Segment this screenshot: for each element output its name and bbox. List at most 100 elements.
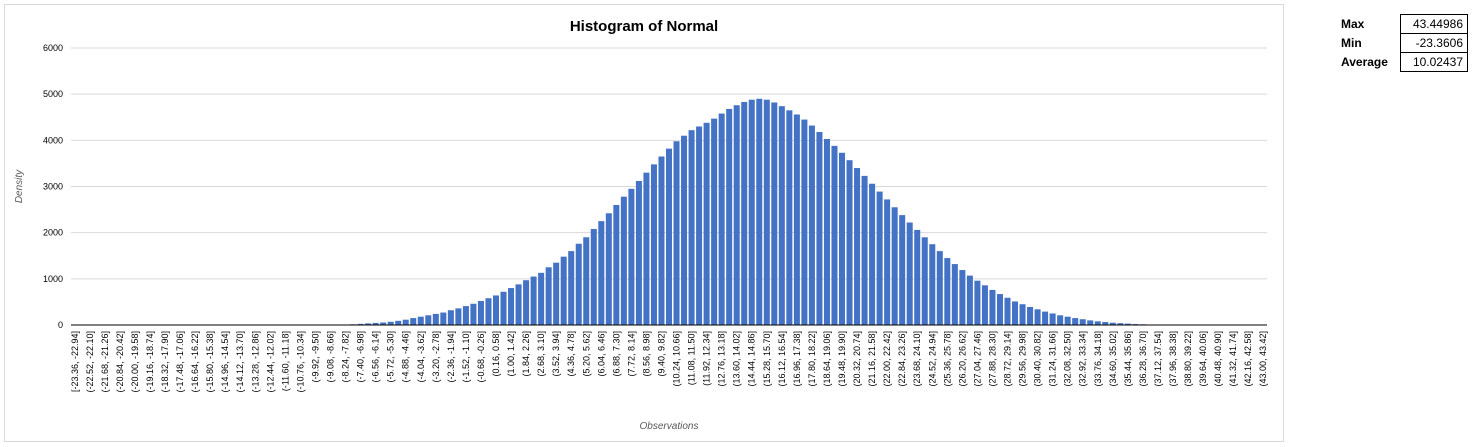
stats-table: Max 43.44986 Min -23.3606 Average 10.024… bbox=[1337, 14, 1468, 72]
x-tick-label: (43.00, 43.42] bbox=[1258, 331, 1268, 387]
x-tick-label: (-12.44, -12.02] bbox=[265, 331, 275, 393]
histogram-bar bbox=[628, 188, 635, 325]
y-tick-label: 2000 bbox=[43, 228, 63, 238]
x-tick-label: (-18.32, -17.90] bbox=[160, 331, 170, 393]
x-tick-label: (14.44, 14.86] bbox=[747, 331, 757, 387]
x-tick-label: (23.68, 24.10] bbox=[912, 331, 922, 387]
histogram-bar bbox=[823, 138, 830, 325]
histogram-bar bbox=[1034, 309, 1041, 325]
histogram-bar bbox=[380, 322, 387, 325]
x-tick-label: (19.48, 19.90] bbox=[837, 331, 847, 387]
histogram-bar bbox=[1049, 313, 1056, 325]
x-tick-label: (28.72, 29.14] bbox=[1002, 331, 1012, 387]
histogram-bar bbox=[650, 164, 657, 325]
histogram-bar bbox=[1027, 306, 1034, 325]
histogram-bar bbox=[1072, 318, 1079, 325]
y-tick-label: 6000 bbox=[43, 43, 63, 53]
histogram-bar bbox=[1004, 297, 1011, 325]
histogram-bar bbox=[929, 244, 936, 325]
histogram-bar bbox=[846, 160, 853, 325]
histogram-bar bbox=[921, 237, 928, 325]
histogram-bar bbox=[884, 199, 891, 325]
histogram-bar bbox=[590, 228, 597, 325]
x-tick-label: (42.16, 42.58] bbox=[1243, 331, 1253, 387]
x-tick-label: (-6.56, -6.14] bbox=[371, 331, 381, 383]
x-tick-label: (33.76, 34.18] bbox=[1093, 331, 1103, 387]
histogram-bar bbox=[681, 135, 688, 325]
x-tick-label: (-4.04, -3.62] bbox=[416, 331, 426, 383]
histogram-bar bbox=[485, 298, 492, 325]
x-tick-label: (-20.00, -19.58] bbox=[130, 331, 140, 393]
histogram-bar bbox=[500, 291, 507, 325]
x-tick-label: (-5.72, -5.30] bbox=[386, 331, 396, 383]
histogram-bar bbox=[711, 118, 718, 325]
histogram-bar bbox=[778, 106, 785, 325]
x-tick-label: (-20.84, -20.42] bbox=[115, 331, 125, 393]
histogram-bar bbox=[523, 280, 530, 325]
x-tick-label: (-17.48, -17.06] bbox=[175, 331, 185, 393]
x-tick-label: (9.40, 9.82] bbox=[656, 331, 666, 377]
histogram-bar bbox=[831, 145, 838, 325]
histogram-bar bbox=[741, 102, 748, 325]
stat-value[interactable]: -23.3606 bbox=[1400, 33, 1468, 53]
x-tick-label: (25.36, 25.78] bbox=[942, 331, 952, 387]
histogram-bar bbox=[838, 152, 846, 325]
stats-row-min: Min -23.3606 bbox=[1337, 33, 1468, 53]
x-axis-tick-labels: [-23.36, -22.94] (-22.52, -22.10] (-21.68,… bbox=[70, 331, 1268, 393]
histogram-bar bbox=[1109, 322, 1116, 325]
histogram-bar bbox=[899, 215, 906, 325]
histogram-bar bbox=[801, 119, 808, 325]
stat-value[interactable]: 43.44986 bbox=[1400, 14, 1468, 34]
x-tick-label: (3.52, 3.94] bbox=[551, 331, 561, 377]
x-tick-label: (27.04, 27.46] bbox=[972, 331, 982, 387]
stat-value[interactable]: 10.02437 bbox=[1400, 52, 1468, 72]
histogram-bar bbox=[793, 114, 800, 325]
x-tick-label: (0.16, 0.58] bbox=[491, 331, 501, 377]
x-tick-label: (7.72, 8.14] bbox=[626, 331, 636, 377]
x-tick-label: (29.56, 29.98] bbox=[1018, 331, 1028, 387]
x-tick-label: (13.60, 14.02] bbox=[732, 331, 742, 387]
histogram-bar bbox=[1057, 315, 1064, 325]
histogram-bar bbox=[876, 191, 883, 325]
x-tick-label: (-11.60, -11.18] bbox=[280, 331, 290, 391]
x-tick-label: (27.88, 28.30] bbox=[987, 331, 997, 387]
x-tick-label: (-13.28, -12.86] bbox=[250, 331, 260, 393]
x-tick-label: (17.80, 18.22] bbox=[807, 331, 817, 387]
histogram-bar bbox=[583, 237, 590, 325]
histogram-bar bbox=[432, 313, 439, 325]
x-tick-label: (31.24, 31.66] bbox=[1048, 331, 1058, 387]
x-tick-label: (-9.08, -8.66] bbox=[326, 331, 336, 383]
x-tick-label: (6.88, 7.30] bbox=[611, 331, 621, 377]
histogram-bar bbox=[1087, 320, 1094, 325]
x-tick-label: (-1.52, -1.10] bbox=[461, 331, 471, 383]
x-tick-label: (4.36, 4.78] bbox=[566, 331, 576, 377]
x-tick-label: (-7.40, -6.98] bbox=[356, 331, 366, 383]
bars bbox=[312, 98, 1184, 326]
histogram-bar bbox=[1064, 316, 1071, 325]
y-axis-label: Density bbox=[14, 169, 25, 203]
chart-area: Histogram of Normal 0 1000 2000 3000 4000 500… bbox=[4, 4, 1284, 442]
x-tick-label: (21.16, 21.58] bbox=[867, 331, 877, 387]
stat-label: Average bbox=[1341, 55, 1388, 69]
x-tick-label: (1.00, 1.42] bbox=[506, 331, 516, 377]
histogram-bar bbox=[891, 207, 898, 325]
x-tick-label: (-8.24, -7.82] bbox=[341, 331, 351, 383]
histogram-bar bbox=[455, 308, 462, 325]
stat-label: Max bbox=[1341, 17, 1365, 31]
x-tick-label: (39.64, 40.06] bbox=[1198, 331, 1208, 387]
chart-title: Histogram of Normal bbox=[570, 18, 718, 35]
x-tick-label: (-19.16, -18.74] bbox=[145, 331, 155, 393]
stats-row-average: Average 10.02437 bbox=[1337, 52, 1468, 72]
histogram-bar bbox=[1124, 323, 1131, 325]
histogram-bar bbox=[538, 272, 545, 325]
x-tick-label: (-0.68, -0.26] bbox=[476, 331, 486, 383]
histogram-bar bbox=[959, 270, 966, 325]
x-tick-label: (-21.68, -21.26] bbox=[100, 331, 110, 393]
x-tick-label: (-10.76, -10.34] bbox=[295, 331, 305, 393]
x-tick-label: (-3.20, -2.78] bbox=[431, 331, 441, 383]
x-tick-label: (22.00, 22.42] bbox=[882, 331, 892, 387]
x-tick-label: (34.60, 35.02] bbox=[1108, 331, 1118, 387]
histogram-bar bbox=[733, 105, 740, 325]
y-tick-label: 5000 bbox=[43, 89, 63, 99]
x-tick-label: (12.76, 13.18] bbox=[717, 331, 727, 387]
